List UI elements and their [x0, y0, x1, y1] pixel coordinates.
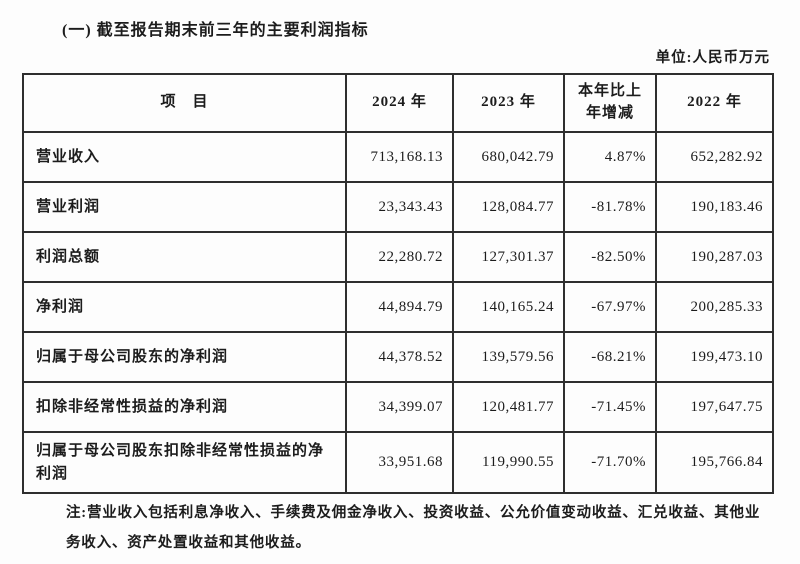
value-2023: 120,481.77: [452, 381, 565, 433]
value-2024: 34,399.07: [345, 381, 454, 433]
value-change: -81.78%: [563, 181, 657, 233]
value-change: -82.50%: [563, 231, 657, 283]
row-label: 扣除非经常性损益的净利润: [22, 381, 347, 433]
header-year-2024: 2024 年: [345, 73, 454, 133]
value-2024: 44,894.79: [345, 281, 454, 333]
value-2022: 200,285.33: [655, 281, 774, 333]
value-2023: 119,990.55: [452, 431, 565, 494]
row-label: 归属于母公司股东的净利润: [22, 331, 347, 383]
header-yoy-change: 本年比上年增减: [563, 73, 657, 133]
row-label: 利润总额: [22, 231, 347, 283]
value-change: -67.97%: [563, 281, 657, 333]
row-label: 营业利润: [22, 181, 347, 233]
value-2023: 139,579.56: [452, 331, 565, 383]
value-2024: 713,168.13: [345, 131, 454, 183]
unit-label: 单位:人民币万元: [655, 50, 770, 66]
row-label: 归属于母公司股东扣除非经常性损益的净利润: [22, 431, 347, 494]
table-row: 营业收入 713,168.13 680,042.79 4.87% 652,282…: [22, 131, 774, 183]
value-2024: 33,951.68: [345, 431, 454, 494]
table-row: 归属于母公司股东的净利润 44,378.52 139,579.56 -68.21…: [22, 331, 774, 383]
footnote-prefix: 注:: [66, 505, 87, 521]
section-title: (一) 截至报告期末前三年的主要利润指标: [62, 22, 369, 39]
row-label: 净利润: [22, 281, 347, 333]
value-2022: 197,647.75: [655, 381, 774, 433]
value-2022: 199,473.10: [655, 331, 774, 383]
value-change: 4.87%: [563, 131, 657, 183]
table-row: 利润总额 22,280.72 127,301.37 -82.50% 190,28…: [22, 231, 774, 283]
row-label: 营业收入: [22, 131, 347, 183]
value-2023: 140,165.24: [452, 281, 565, 333]
value-2023: 128,084.77: [452, 181, 565, 233]
header-year-2022: 2022 年: [655, 73, 774, 133]
table-row: 归属于母公司股东扣除非经常性损益的净利润 33,951.68 119,990.5…: [22, 431, 774, 494]
value-2024: 44,378.52: [345, 331, 454, 383]
value-change: -68.21%: [563, 331, 657, 383]
value-2023: 680,042.79: [452, 131, 565, 183]
value-change: -71.45%: [563, 381, 657, 433]
value-2022: 190,183.46: [655, 181, 774, 233]
footnote-text: 营业收入包括利息净收入、手续费及佣金净收入、投资收益、公允价值变动收益、汇兑收益…: [66, 505, 761, 551]
value-change: -71.70%: [563, 431, 657, 494]
table-row: 营业利润 23,343.43 128,084.77 -81.78% 190,18…: [22, 181, 774, 233]
value-2022: 195,766.84: [655, 431, 774, 494]
table-row: 扣除非经常性损益的净利润 34,399.07 120,481.77 -71.45…: [22, 381, 774, 433]
table-header-row: 项 目 2024 年 2023 年 本年比上年增减 2022 年: [22, 73, 774, 133]
profit-indicators-table: 项 目 2024 年 2023 年 本年比上年增减 2022 年 营业收入 71…: [22, 73, 774, 494]
value-2023: 127,301.37: [452, 231, 565, 283]
value-2024: 23,343.43: [345, 181, 454, 233]
value-2024: 22,280.72: [345, 231, 454, 283]
header-item-name: 项 目: [22, 73, 347, 133]
table-row: 净利润 44,894.79 140,165.24 -67.97% 200,285…: [22, 281, 774, 333]
value-2022: 652,282.92: [655, 131, 774, 183]
header-year-2023: 2023 年: [452, 73, 565, 133]
footnote: 注:营业收入包括利息净收入、手续费及佣金净收入、投资收益、公允价值变动收益、汇兑…: [66, 498, 766, 558]
value-2022: 190,287.03: [655, 231, 774, 283]
